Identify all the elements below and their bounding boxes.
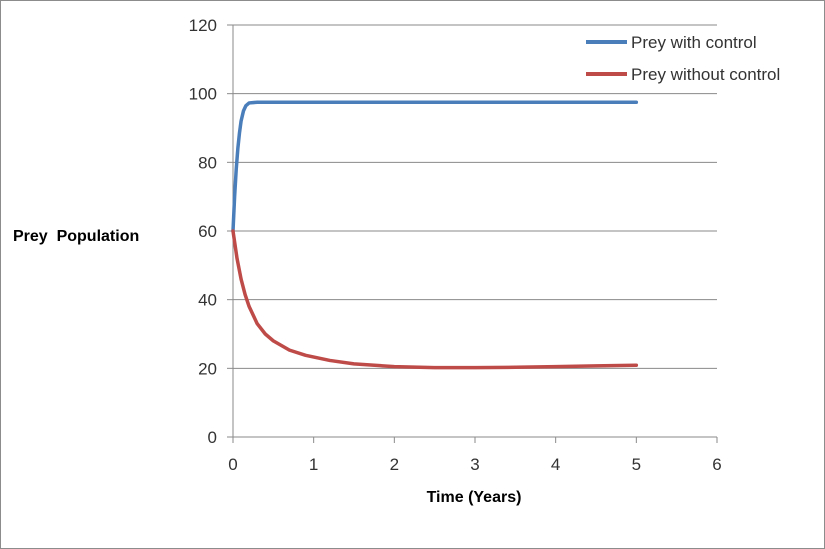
y-tick-label: 80	[198, 153, 217, 172]
legend-label-2: Prey without control	[631, 65, 780, 84]
x-axis-title: Time (Years)	[427, 489, 522, 506]
axes: 0 20 40 60 80 100 120 0 1 2 3 4 5 6	[189, 16, 722, 474]
y-tick-label: 20	[198, 359, 217, 378]
x-tick-label: 1	[309, 455, 318, 474]
x-tick-label: 3	[470, 455, 479, 474]
y-tick-label: 60	[198, 222, 217, 241]
gridlines	[233, 24, 717, 369]
x-tick-label: 0	[228, 455, 237, 474]
legend-label-1: Prey with control	[631, 33, 757, 52]
series-line-1	[231, 100, 639, 233]
y-tick-label: 100	[189, 85, 217, 104]
x-tick-label: 6	[712, 455, 721, 474]
y-tick-label: 0	[208, 428, 217, 447]
x-tick-label: 5	[632, 455, 641, 474]
x-tick-label: 2	[390, 455, 399, 474]
legend: Prey with control Prey without control	[586, 33, 780, 84]
series-line-2	[231, 229, 639, 370]
series-layer	[231, 100, 639, 370]
y-tick-label: 40	[198, 291, 217, 310]
y-axis-title: Prey Population	[13, 228, 139, 245]
y-tick-label: 120	[189, 16, 217, 35]
x-tick-label: 4	[551, 455, 560, 474]
